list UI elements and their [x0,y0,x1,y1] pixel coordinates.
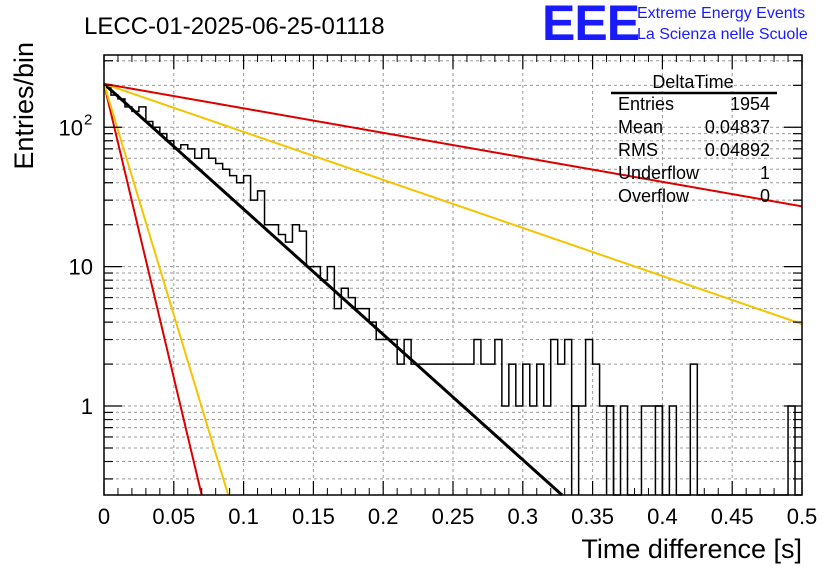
fit-curve-3 [103,82,803,325]
x-tick-label: 0 [98,504,110,529]
x-axis-ticks: 0 0.05 0.1 0.15 0.2 0.25 0.3 0.35 0.4 0.45 0.5 [98,55,817,529]
stats-value-underflow: 1 [760,163,770,183]
y-tick-label: 10 [59,115,83,140]
stats-title: DeltaTime [652,72,733,92]
stats-value-overflow: 0 [760,186,770,206]
stats-label-underflow: Underflow [618,163,700,183]
histogram-bin [605,405,615,495]
x-tick-label: 0.25 [432,504,475,529]
stats-value-entries: 1954 [730,94,770,114]
chart-title: LECC-01-2025-06-25-01118 [84,13,385,40]
fit-curve-1 [103,83,203,496]
stats-label-entries: Entries [618,94,674,114]
fit-curve-4 [103,82,803,208]
logo-line1: Extreme Energy Events [637,5,805,22]
fit-curves [102,82,803,497]
y-axis-label: Entries/bin [9,42,39,170]
x-tick-label: 0.35 [571,504,614,529]
y-tick-label: 1 [81,394,93,419]
stats-value-rms: 0.04892 [705,140,770,160]
x-tick-label: 0.15 [292,504,335,529]
stats-label-rms: RMS [618,140,658,160]
eee-logo: EEE [542,0,639,51]
x-tick-label: 0.2 [368,504,399,529]
x-tick-label: 0.4 [647,504,678,529]
x-tick-label: 0.45 [711,504,754,529]
x-axis-label: Time difference [s] [581,534,802,564]
y-tick-label: 10 [69,255,93,280]
stats-value-mean: 0.04837 [705,117,770,137]
x-tick-label: 0.1 [228,504,259,529]
y-tick-label-exponent: 2 [84,111,92,128]
stats-label-mean: Mean [618,117,663,137]
stats-label-overflow: Overflow [618,186,690,206]
x-tick-label: 0.05 [152,504,195,529]
x-tick-label: 0.5 [787,504,818,529]
fit-curve-0 [102,82,564,497]
x-tick-label: 0.3 [508,504,539,529]
logo-line2: La Scienza nelle Scuole [637,26,808,43]
stats-box: DeltaTime Entries 1954 Mean 0.04837 RMS … [611,72,777,206]
histogram-bin [654,405,664,495]
fit-curve-2 [103,83,230,496]
histogram-bin [570,405,580,495]
